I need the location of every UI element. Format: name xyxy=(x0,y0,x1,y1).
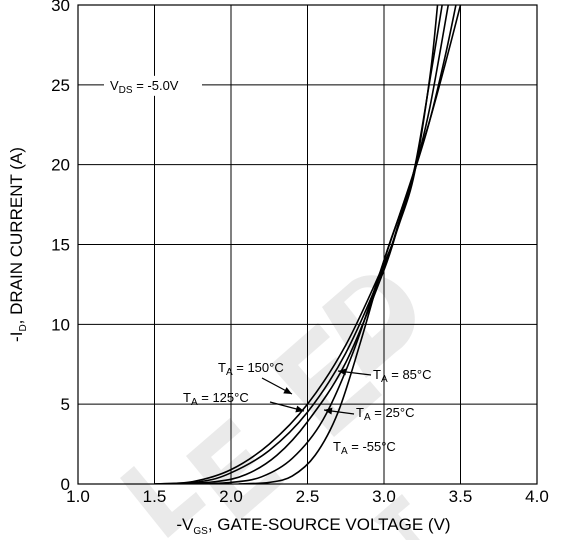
y-tick-label: 10 xyxy=(51,315,70,334)
watermark-letter-d xyxy=(322,275,415,378)
x-tick-label: 3.5 xyxy=(449,487,473,506)
annotation-t-a-25-c: TA = 25°C xyxy=(356,405,415,423)
x-tick-label: 2.0 xyxy=(219,487,243,506)
watermark-letter-e xyxy=(270,323,382,437)
x-tick-label: 4.0 xyxy=(525,487,549,506)
annotation-t-a-85-c: TA = 85°C xyxy=(373,367,432,385)
y-tick-label: 25 xyxy=(51,76,70,95)
annotation-t-a-25-c-arrowhead xyxy=(324,407,333,415)
y-tick-label: 20 xyxy=(51,156,70,175)
vds-condition-background xyxy=(104,75,202,96)
y-tick-label: 15 xyxy=(51,236,70,255)
y-axis-label: -ID, DRAIN CURRENT (A) xyxy=(7,147,29,342)
annotation-t-a-150-c: TA = 150°C xyxy=(218,360,284,378)
y-tick-label: 30 xyxy=(51,0,70,15)
annotation-t-a-55-c: TA = -55°C xyxy=(333,439,396,457)
watermark-letter-e2 xyxy=(186,418,284,521)
annotation-t-a-85-c-arrowhead xyxy=(338,368,347,376)
x-tick-label: 3.0 xyxy=(372,487,396,506)
x-tick-label: 2.5 xyxy=(296,487,320,506)
watermark-letter-t xyxy=(372,494,420,540)
series-line-t-a-85-c xyxy=(169,5,450,484)
plot-frame xyxy=(77,4,538,485)
y-tick-labels: 0 5 10 15 20 25 30 xyxy=(51,0,70,494)
x-tick-labels: 1.0 1.5 2.0 2.5 3.0 3.5 4.0 xyxy=(66,487,549,506)
series-line-t-a-125-c xyxy=(154,5,443,484)
x-axis-label: -VGS, GATE-SOURCE VOLTAGE (V) xyxy=(176,515,450,537)
annotation-t-a-150-c-arrowhead xyxy=(283,387,292,394)
annotation-t-a-125-c: TA = 125°C xyxy=(183,390,249,408)
series-group xyxy=(154,5,462,484)
x-tick-label: 1.0 xyxy=(66,487,90,506)
annotation-t-a-125-c-arrowhead xyxy=(295,405,304,413)
y-tick-label: 5 xyxy=(61,395,70,414)
y-tick-label: 0 xyxy=(61,475,70,494)
annotations: TA = 150°C TA = 125°C TA = 85°C TA = 25°C TA… xyxy=(183,360,432,457)
x-tick-label: 1.5 xyxy=(143,487,167,506)
vds-condition-label: VDS = -5.0V xyxy=(110,78,179,96)
series-line-t-a-55-c xyxy=(238,5,462,484)
vds-condition: VDS = -5.0V xyxy=(104,75,202,96)
